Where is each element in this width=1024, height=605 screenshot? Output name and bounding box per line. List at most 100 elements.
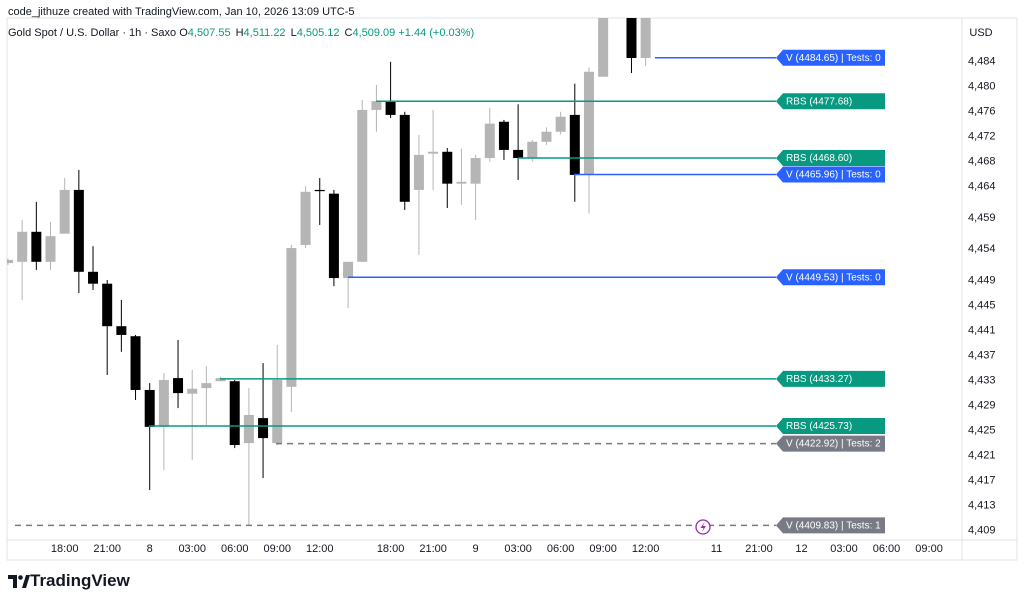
level-tag <box>776 418 885 435</box>
level-label: V (4465.96) | Tests: 0 <box>786 170 881 181</box>
candle-body <box>328 193 339 279</box>
candle-body <box>598 18 609 77</box>
candle-body <box>569 114 580 175</box>
candle-body <box>272 379 283 444</box>
candle-body <box>144 389 155 427</box>
candle-body <box>215 378 226 382</box>
x-tick-label: 09:00 <box>263 543 291 555</box>
candle-body <box>102 283 113 327</box>
y-tick-label: 4,417 <box>968 475 996 487</box>
candle-body <box>59 189 70 234</box>
level-tag <box>776 49 885 66</box>
change: +1.44 (+0.03%) <box>398 27 475 39</box>
x-tick-label: 21:00 <box>419 543 447 555</box>
level-tag <box>776 269 885 286</box>
level-tag <box>776 435 885 452</box>
y-tick-label: 4,445 <box>968 299 996 311</box>
y-tick-label: 4,468 <box>968 156 996 168</box>
candles <box>7 18 651 525</box>
y-tick-label: 4,459 <box>968 212 996 224</box>
brand-logo <box>8 575 30 588</box>
candle-body <box>258 418 269 439</box>
y-tick-label: 4,413 <box>968 500 996 512</box>
candle-body <box>130 336 141 390</box>
level-tag <box>776 150 885 167</box>
y-tick-label: 4,437 <box>968 349 996 361</box>
candle-body <box>442 151 453 184</box>
candle-body <box>541 131 552 142</box>
x-tick-label: 9 <box>473 543 479 555</box>
candle-body <box>201 383 212 389</box>
y-tick-label: 4,441 <box>968 324 996 336</box>
candle-body <box>343 261 354 279</box>
x-tick-label: 18:00 <box>51 543 79 555</box>
y-tick-label: 4,425 <box>968 425 996 437</box>
level-tag <box>776 93 885 110</box>
candle-body <box>527 141 538 159</box>
candle-body <box>640 18 651 59</box>
candle-body <box>498 121 509 150</box>
y-tick-label: 4,464 <box>968 181 996 193</box>
candle-body <box>116 326 127 335</box>
candle-body <box>243 414 254 444</box>
candle-body <box>158 379 169 427</box>
candle-body <box>357 109 368 262</box>
y-tick-label: 4,421 <box>968 450 996 462</box>
credit: code_jithuze created with TradingView.co… <box>8 6 355 18</box>
y-tick-label: 4,454 <box>968 243 996 255</box>
candle-body <box>583 71 594 175</box>
x-tick-label: 8 <box>147 543 153 555</box>
x-tick-label: 12:00 <box>306 543 334 555</box>
candle-body <box>229 381 240 445</box>
x-tick-label: 06:00 <box>221 543 249 555</box>
candle-body <box>385 101 396 115</box>
y-tick-label: 4,484 <box>968 56 996 68</box>
level-label: RBS (4477.68) <box>786 96 852 107</box>
ohlc-key: L <box>290 27 297 39</box>
candle-body <box>413 154 424 190</box>
level-tag <box>776 370 885 387</box>
x-tick-label: 21:00 <box>745 543 773 555</box>
alert-icon <box>695 519 711 535</box>
x-tick-label: 03:00 <box>504 543 532 555</box>
level-label: V (4409.83) | Tests: 1 <box>786 521 881 532</box>
candle-body <box>626 18 637 59</box>
symbol-row: Gold Spot / U.S. Dollar · 1h · Saxo O4,5… <box>8 26 474 40</box>
y-tick-label: 4,472 <box>968 131 996 143</box>
x-tick-label: 03:00 <box>830 543 858 555</box>
candle-body <box>286 248 297 387</box>
ohlc-key: O <box>179 27 188 39</box>
level-tag <box>776 166 885 183</box>
candle-body <box>555 116 566 132</box>
candle-body <box>7 259 13 264</box>
ohlc-value: 4,509.09 <box>352 27 396 39</box>
x-tick-label: 06:00 <box>873 543 901 555</box>
x-tick-label: 12 <box>795 543 807 555</box>
y-tick-label: 4,449 <box>968 274 996 286</box>
candle-body <box>45 236 56 262</box>
candle-body <box>187 388 198 394</box>
header: code_jithuze created with TradingView.co… <box>8 5 474 40</box>
candle-body <box>470 158 481 184</box>
y-tick-label: 4,480 <box>968 81 996 93</box>
x-tick-label: 12:00 <box>632 543 660 555</box>
ohlc-value: 4,505.12 <box>296 27 340 39</box>
candle-body <box>17 231 28 262</box>
level-tag <box>776 517 885 534</box>
x-tick-label: 18:00 <box>377 543 405 555</box>
ohlc-value: 4,511.22 <box>243 27 286 39</box>
candle-body <box>300 191 311 245</box>
level-label: RBS (4433.27) <box>786 374 852 385</box>
candle-body <box>73 189 84 272</box>
y-tick-label: 4,409 <box>968 525 996 537</box>
x-tick-label: 21:00 <box>93 543 121 555</box>
ohlc-key: C <box>344 27 353 39</box>
x-tick-label: 09:00 <box>915 543 943 555</box>
level-label: V (4422.92) | Tests: 2 <box>786 439 881 450</box>
candle-body <box>371 101 382 110</box>
currency: USD <box>969 27 992 39</box>
y-tick-label: 4,429 <box>968 399 996 411</box>
ohlc: O4,507.55 H4,511.22 L4,505.12 C4,509.09 <box>179 27 395 39</box>
candle-body <box>314 189 325 192</box>
